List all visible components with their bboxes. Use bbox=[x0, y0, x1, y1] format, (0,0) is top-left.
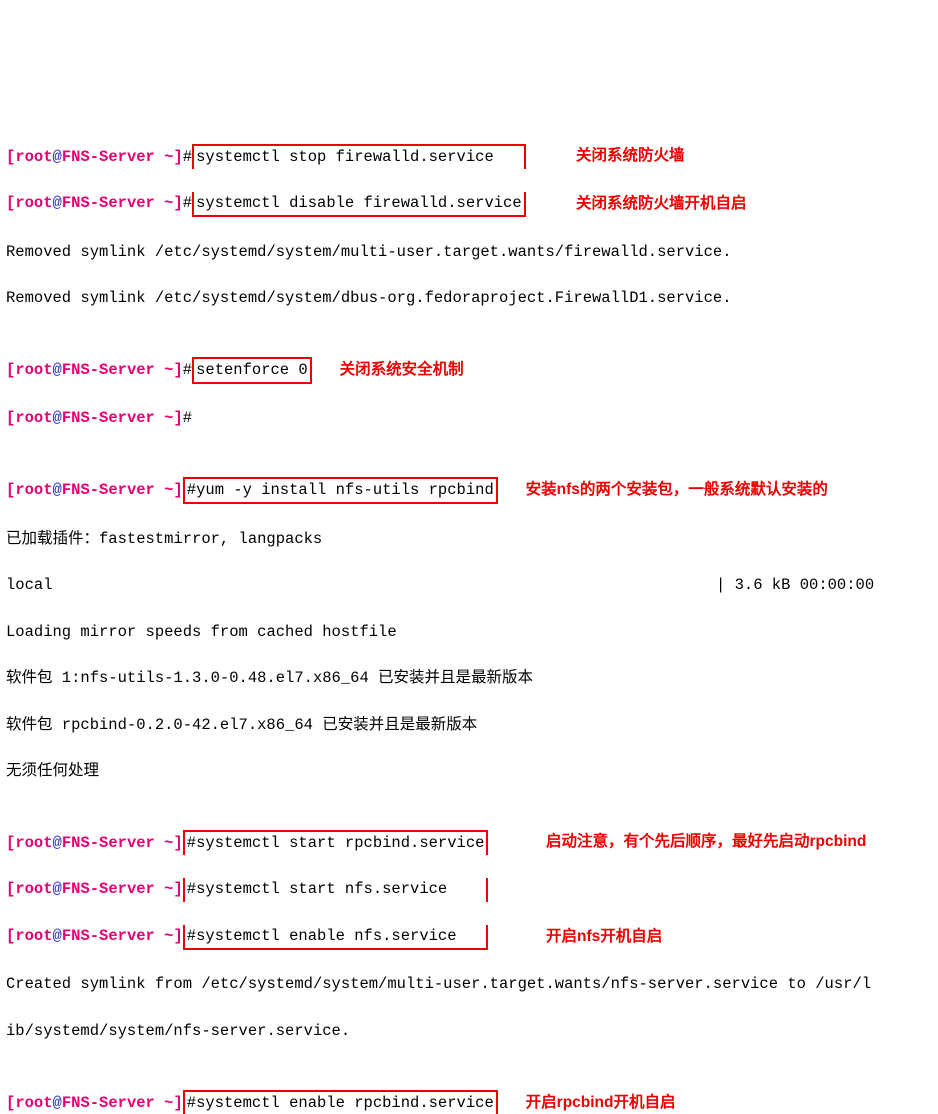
output-line: 软件包 1:nfs-utils-1.3.0-0.48.el7.x86_64 已安… bbox=[6, 667, 932, 690]
output-text: Loading mirror speeds from cached hostfi… bbox=[6, 623, 397, 641]
output-text: Removed symlink /etc/systemd/system/mult… bbox=[6, 243, 732, 261]
terminal-line: [root@FNS-Server ~]#yum -y install nfs-u… bbox=[6, 477, 932, 504]
command-box: #systemctl enable rpcbind.service bbox=[183, 1090, 498, 1114]
terminal-line: [root@FNS-Server ~]#setenforce 0 关闭系统安全机… bbox=[6, 357, 932, 384]
command-text: setenforce 0 bbox=[196, 361, 308, 379]
terminal-line: [root@FNS-Server ~]#systemctl start rpcb… bbox=[6, 830, 932, 855]
output-text: 软件包 1:nfs-utils-1.3.0-0.48.el7.x86_64 已安… bbox=[6, 669, 533, 687]
output-text: Removed symlink /etc/systemd/system/dbus… bbox=[6, 289, 732, 307]
prompt-at: @ bbox=[53, 148, 62, 166]
output-line: ib/systemd/system/nfs-server.service. bbox=[6, 1020, 932, 1043]
annotation: 安装nfs的两个安装包，一般系统默认安装的 bbox=[526, 481, 828, 498]
output-text: 软件包 rpcbind-0.2.0-42.el7.x86_64 已安装并且是最新… bbox=[6, 716, 477, 734]
output-text: ib/systemd/system/nfs-server.service. bbox=[6, 1022, 350, 1040]
output-text: local bbox=[6, 576, 53, 594]
command-box: setenforce 0 bbox=[192, 357, 312, 384]
annotation: 开启nfs开机自启 bbox=[546, 925, 662, 948]
command-text: yum -y install nfs-utils rpcbind bbox=[196, 481, 494, 499]
output-right: | 3.6 kB 00:00:00 bbox=[716, 574, 874, 597]
output-text: Created symlink from /etc/systemd/system… bbox=[6, 975, 871, 993]
output-line: 软件包 rpcbind-0.2.0-42.el7.x86_64 已安装并且是最新… bbox=[6, 714, 932, 737]
terminal-line: [root@FNS-Server ~]#systemctl disable fi… bbox=[6, 192, 932, 217]
output-line: Created symlink from /etc/systemd/system… bbox=[6, 973, 932, 996]
prompt-open: [ bbox=[6, 148, 15, 166]
terminal-line: [root@FNS-Server ~]# bbox=[6, 407, 932, 430]
output-line: Removed symlink /etc/systemd/system/dbus… bbox=[6, 287, 932, 310]
command-text: systemctl start rpcbind.service bbox=[196, 834, 484, 852]
command-text: systemctl enable rpcbind.service bbox=[196, 1094, 494, 1112]
command-text: systemctl enable nfs.service bbox=[196, 927, 456, 945]
command-box: systemctl disable firewalld.service bbox=[192, 192, 526, 217]
prompt-host: FNS-Server bbox=[62, 148, 155, 166]
output-line: local | 3.6 kB 00:00:00 bbox=[6, 574, 932, 597]
terminal-line: [root@FNS-Server ~]#systemctl enable rpc… bbox=[6, 1090, 932, 1114]
output-line: 已加载插件：fastestmirror, langpacks bbox=[6, 528, 932, 551]
annotation: 关闭系统防火墙 bbox=[576, 144, 685, 167]
terminal-line: [root@FNS-Server ~]#systemctl stop firew… bbox=[6, 144, 932, 169]
command-text: systemctl disable firewalld.service bbox=[196, 194, 522, 212]
command-text: systemctl stop firewalld.service bbox=[196, 148, 494, 166]
annotation: 开启rpcbind开机自启 bbox=[526, 1094, 676, 1111]
annotation: 关闭系统安全机制 bbox=[340, 361, 464, 378]
annotation: 启动注意，有个先后顺序，最好先启动rpcbind bbox=[546, 830, 866, 853]
terminal-output: [root@FNS-Server ~]#systemctl stop firew… bbox=[6, 97, 932, 1114]
command-text: systemctl start nfs.service bbox=[196, 880, 447, 898]
prompt-user: root bbox=[15, 148, 52, 166]
output-text: 已加载插件：fastestmirror, langpacks bbox=[6, 530, 322, 548]
terminal-line: [root@FNS-Server ~]#systemctl start nfs.… bbox=[6, 878, 932, 901]
output-line: 无须任何处理 bbox=[6, 760, 932, 783]
command-box: #systemctl start rpcbind.service bbox=[183, 830, 489, 855]
output-line: Removed symlink /etc/systemd/system/mult… bbox=[6, 241, 932, 264]
output-line: Loading mirror speeds from cached hostfi… bbox=[6, 621, 932, 644]
terminal-line: [root@FNS-Server ~]#systemctl enable nfs… bbox=[6, 925, 932, 950]
output-text: 无须任何处理 bbox=[6, 762, 99, 780]
prompt-path: ~ bbox=[155, 148, 174, 166]
prompt-close: ] bbox=[173, 148, 182, 166]
command-box: #systemctl enable nfs.service bbox=[183, 925, 489, 950]
command-box: #systemctl start nfs.service bbox=[183, 878, 489, 901]
annotation: 关闭系统防火墙开机自启 bbox=[576, 192, 747, 215]
command-box: #yum -y install nfs-utils rpcbind bbox=[183, 477, 498, 504]
command-box: systemctl stop firewalld.service bbox=[192, 144, 526, 169]
prompt-hash: # bbox=[183, 148, 192, 166]
